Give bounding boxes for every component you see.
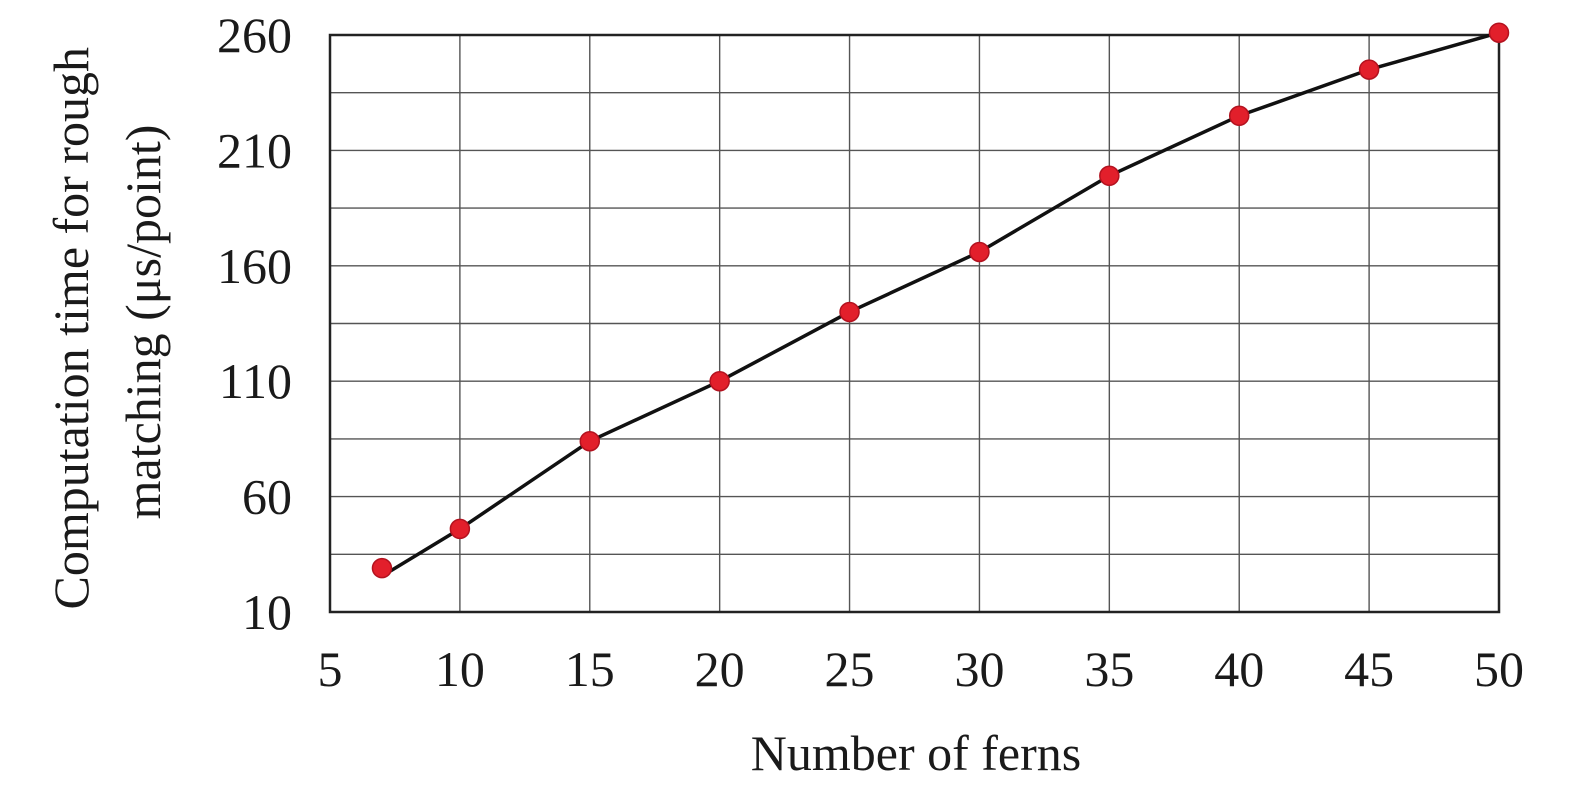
data-point-7 bbox=[371, 557, 393, 579]
data-point-50 bbox=[1488, 22, 1510, 43]
data-point-15 bbox=[579, 430, 601, 452]
plot-area-frame bbox=[328, 33, 1501, 614]
data-point-45 bbox=[1358, 59, 1380, 80]
x-tick-label-30: 30 bbox=[954, 641, 1004, 697]
x-axis-title: Number of ferns bbox=[751, 725, 1081, 781]
x-tick-label-35: 35 bbox=[1084, 641, 1134, 697]
data-points bbox=[371, 22, 1510, 579]
y-tick-label-210: 210 bbox=[217, 122, 292, 178]
x-tick-label-50: 50 bbox=[1474, 641, 1524, 697]
data-point-30 bbox=[969, 241, 990, 263]
y-axis-title: Computation time for rough matching (μs/… bbox=[43, 35, 171, 610]
x-tick-label-5: 5 bbox=[318, 641, 343, 697]
y-tick-label-60: 60 bbox=[242, 469, 292, 525]
x-tick-label-15: 15 bbox=[565, 641, 615, 697]
y-axis-tick-labels: 10 60 110 160 210 260 bbox=[217, 7, 292, 640]
data-point-35 bbox=[1099, 165, 1120, 187]
data-point-20 bbox=[709, 370, 730, 392]
data-point-40 bbox=[1228, 105, 1250, 127]
y-tick-label-160: 160 bbox=[217, 238, 292, 294]
x-tick-label-10: 10 bbox=[435, 641, 485, 697]
y-tick-label-110: 110 bbox=[219, 353, 292, 409]
y-tick-label-260: 260 bbox=[217, 7, 292, 63]
data-point-25 bbox=[839, 301, 860, 323]
x-tick-label-40: 40 bbox=[1214, 641, 1264, 697]
x-tick-label-20: 20 bbox=[695, 641, 745, 697]
series-line bbox=[380, 30, 1501, 578]
x-tick-label-25: 25 bbox=[825, 641, 875, 697]
y-tick-label-10: 10 bbox=[242, 584, 292, 640]
y-axis-title-line-1: Computation time for rough bbox=[43, 47, 99, 609]
x-axis-tick-labels: 5 10 15 20 25 30 35 40 45 50 bbox=[318, 641, 1525, 697]
grid bbox=[329, 34, 1500, 613]
y-axis-title-line-2: matching (μs/point) bbox=[115, 125, 171, 520]
data-point-10 bbox=[449, 518, 471, 540]
x-tick-label-45: 45 bbox=[1344, 641, 1394, 697]
